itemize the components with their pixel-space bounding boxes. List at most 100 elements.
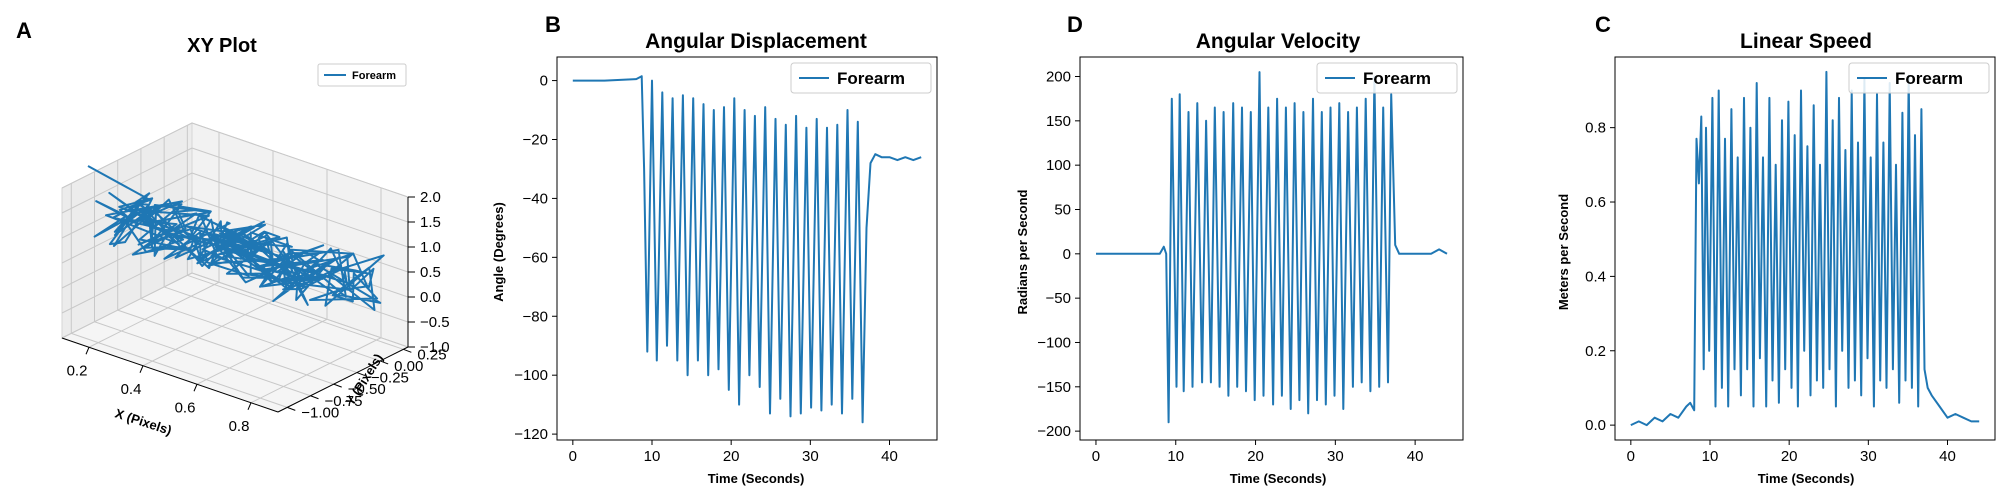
panel-a-gridline: [61, 272, 193, 339]
panel-a-x-tick: [193, 384, 198, 392]
panel-a-gridline: [140, 298, 358, 374]
panel-c-forearm-line: [1630, 70, 1980, 427]
panel-b-y-tick-label: −60: [523, 249, 548, 266]
panel-d-y-tick-label: 150: [1046, 113, 1071, 130]
panel-c-linear-speed: C Linear Speed Time (Seconds) Meters per…: [1556, 12, 1996, 486]
panel-d-y-tick-label: 100: [1046, 157, 1071, 174]
panel-a-y-axis: [277, 346, 409, 413]
panel-a-z-tick-label: 0.5: [420, 264, 441, 281]
panel-a-legend: Forearm: [317, 63, 407, 87]
panel-b-y-tick-label: −20: [523, 131, 548, 148]
panel-c-x-tick-label: 20: [1781, 448, 1798, 465]
panel-b-x-tick-label: 30: [802, 448, 819, 465]
panel-a-y-tick-label: −0.50: [348, 381, 386, 398]
panel-b-y-tick-label: 0: [540, 73, 548, 90]
panel-b-axes-frame: [556, 56, 938, 441]
panel-c-y-tick-label: 0.8: [1585, 120, 1606, 137]
panel-a-y-tick-label: 0.00: [394, 358, 423, 375]
panel-a-x-tick-label: 0.6: [175, 399, 196, 416]
panel-a-y-tick-label: 0.25: [417, 346, 446, 363]
panel-a-legend-label: Forearm: [352, 70, 396, 82]
panel-d-y-tick-label: −50: [1046, 290, 1071, 307]
panel-b-y-tick-label: −120: [514, 426, 548, 443]
panel-d-axes-frame: [1079, 56, 1464, 441]
panel-a-y-tick: [310, 395, 319, 400]
panel-a-forearm-trace: [87, 165, 385, 311]
panel-a-gridline: [71, 332, 288, 408]
panel-a-gridline: [142, 300, 274, 367]
panel-d-y-tick-label: −150: [1037, 379, 1071, 396]
panel-a-x-tick-label: 0.4: [121, 381, 142, 398]
panel-c-title: Linear Speed: [1740, 30, 1872, 53]
panel-d-angular-velocity: D Angular Velocity Time (Seconds) Radian…: [1015, 12, 1464, 486]
panel-a-xy-plot: A XY Plot 0.20.40.60.80.250.00−0.25−0.50…: [16, 18, 450, 438]
panel-a-label: A: [16, 18, 32, 43]
panel-a-z-tick-label: 0.0: [420, 289, 441, 306]
panel-b-y-tick-label: −100: [514, 367, 548, 384]
panel-b-y-axis-label: Angle (Degrees): [491, 202, 506, 302]
panel-c-legend-label: Forearm: [1895, 69, 1963, 88]
panel-d-y-tick-label: −200: [1037, 423, 1071, 440]
panel-d-x-tick-label: 40: [1407, 448, 1424, 465]
panel-c-y-tick-label: 0.0: [1585, 417, 1606, 434]
panel-c-y-tick-label: 0.6: [1585, 194, 1606, 211]
panel-a-y-tick: [333, 383, 342, 388]
panel-a-gridline: [61, 197, 193, 264]
panel-d-x-tick-label: 20: [1247, 448, 1264, 465]
panel-a-gridline: [117, 309, 334, 385]
panel-d-y-tick-label: 200: [1046, 69, 1071, 86]
panel-b-forearm-line: [572, 75, 922, 424]
panel-a-forearm-line: [87, 165, 385, 311]
panel-b-y-tick-label: −40: [523, 190, 548, 207]
panel-b-angular-displacement: B Angular Displacement Time (Seconds) An…: [491, 12, 938, 486]
panel-a-z-tick-label: −1.0: [420, 339, 450, 356]
panel-a-gridline: [191, 272, 409, 348]
panel-a-gridline: [191, 147, 409, 223]
panel-d-y-tick-label: 50: [1054, 201, 1071, 218]
panel-a-z-tick-label: 2.0: [420, 189, 441, 206]
panel-d-label: D: [1067, 12, 1083, 37]
panel-b-x-tick-label: 0: [569, 448, 577, 465]
panel-a-x-axis-label: X (Pixels): [113, 406, 173, 438]
panel-a-gridline: [88, 281, 220, 348]
panel-b-x-tick-label: 20: [723, 448, 740, 465]
panel-a-gridline: [61, 147, 193, 214]
panel-d-y-axis-label: Radians per Second: [1015, 189, 1030, 314]
panel-a-gridline: [191, 122, 409, 198]
panel-c-x-tick-label: 10: [1702, 448, 1719, 465]
panel-c-x-tick-label: 30: [1860, 448, 1877, 465]
panel-d-legend-label: Forearm: [1363, 69, 1431, 88]
panel-a-x-tick: [139, 365, 144, 373]
panel-c-y-axis-label: Meters per Second: [1556, 194, 1571, 310]
panel-b-legend-label: Forearm: [837, 69, 905, 88]
panel-a-gridline: [191, 172, 409, 248]
panel-c-label: C: [1595, 12, 1611, 37]
panel-a-legend-box: [317, 63, 407, 87]
panel-d-y-tick-label: −100: [1037, 334, 1071, 351]
panel-a-x-axis: [61, 337, 279, 413]
panel-a-title: XY Plot: [187, 35, 257, 57]
panel-c-x-tick-label: 0: [1627, 448, 1635, 465]
panel-d-x-tick-label: 30: [1327, 448, 1344, 465]
panel-a-z-tick-label: 1.0: [420, 239, 441, 256]
panel-d-x-tick-label: 0: [1092, 448, 1100, 465]
panel-d-forearm-line: [1096, 71, 1448, 424]
panel-b-y-tick-label: −80: [523, 308, 548, 325]
panel-a-gridline: [250, 337, 382, 404]
panel-a-y-tick: [287, 406, 296, 411]
panel-a-x-tick-label: 0.8: [229, 418, 250, 435]
panel-a-gridline: [61, 247, 193, 314]
panel-a-y-tick-label: −1.00: [301, 404, 339, 421]
panel-c-y-tick-label: 0.4: [1585, 268, 1606, 285]
panel-a-gridline: [187, 274, 404, 350]
panel-a-gridline: [196, 318, 328, 385]
panel-a-y-tick: [379, 360, 389, 365]
panel-d-title: Angular Velocity: [1196, 30, 1361, 53]
panel-a-gridline: [163, 286, 381, 362]
panel-c-y-tick-label: 0.2: [1585, 343, 1606, 360]
panel-a-gridline: [61, 122, 193, 189]
panel-a-y-tick: [356, 372, 366, 377]
panel-c-axes-frame: [1614, 56, 1996, 441]
panel-a-y-tick-label: −0.25: [371, 370, 409, 387]
